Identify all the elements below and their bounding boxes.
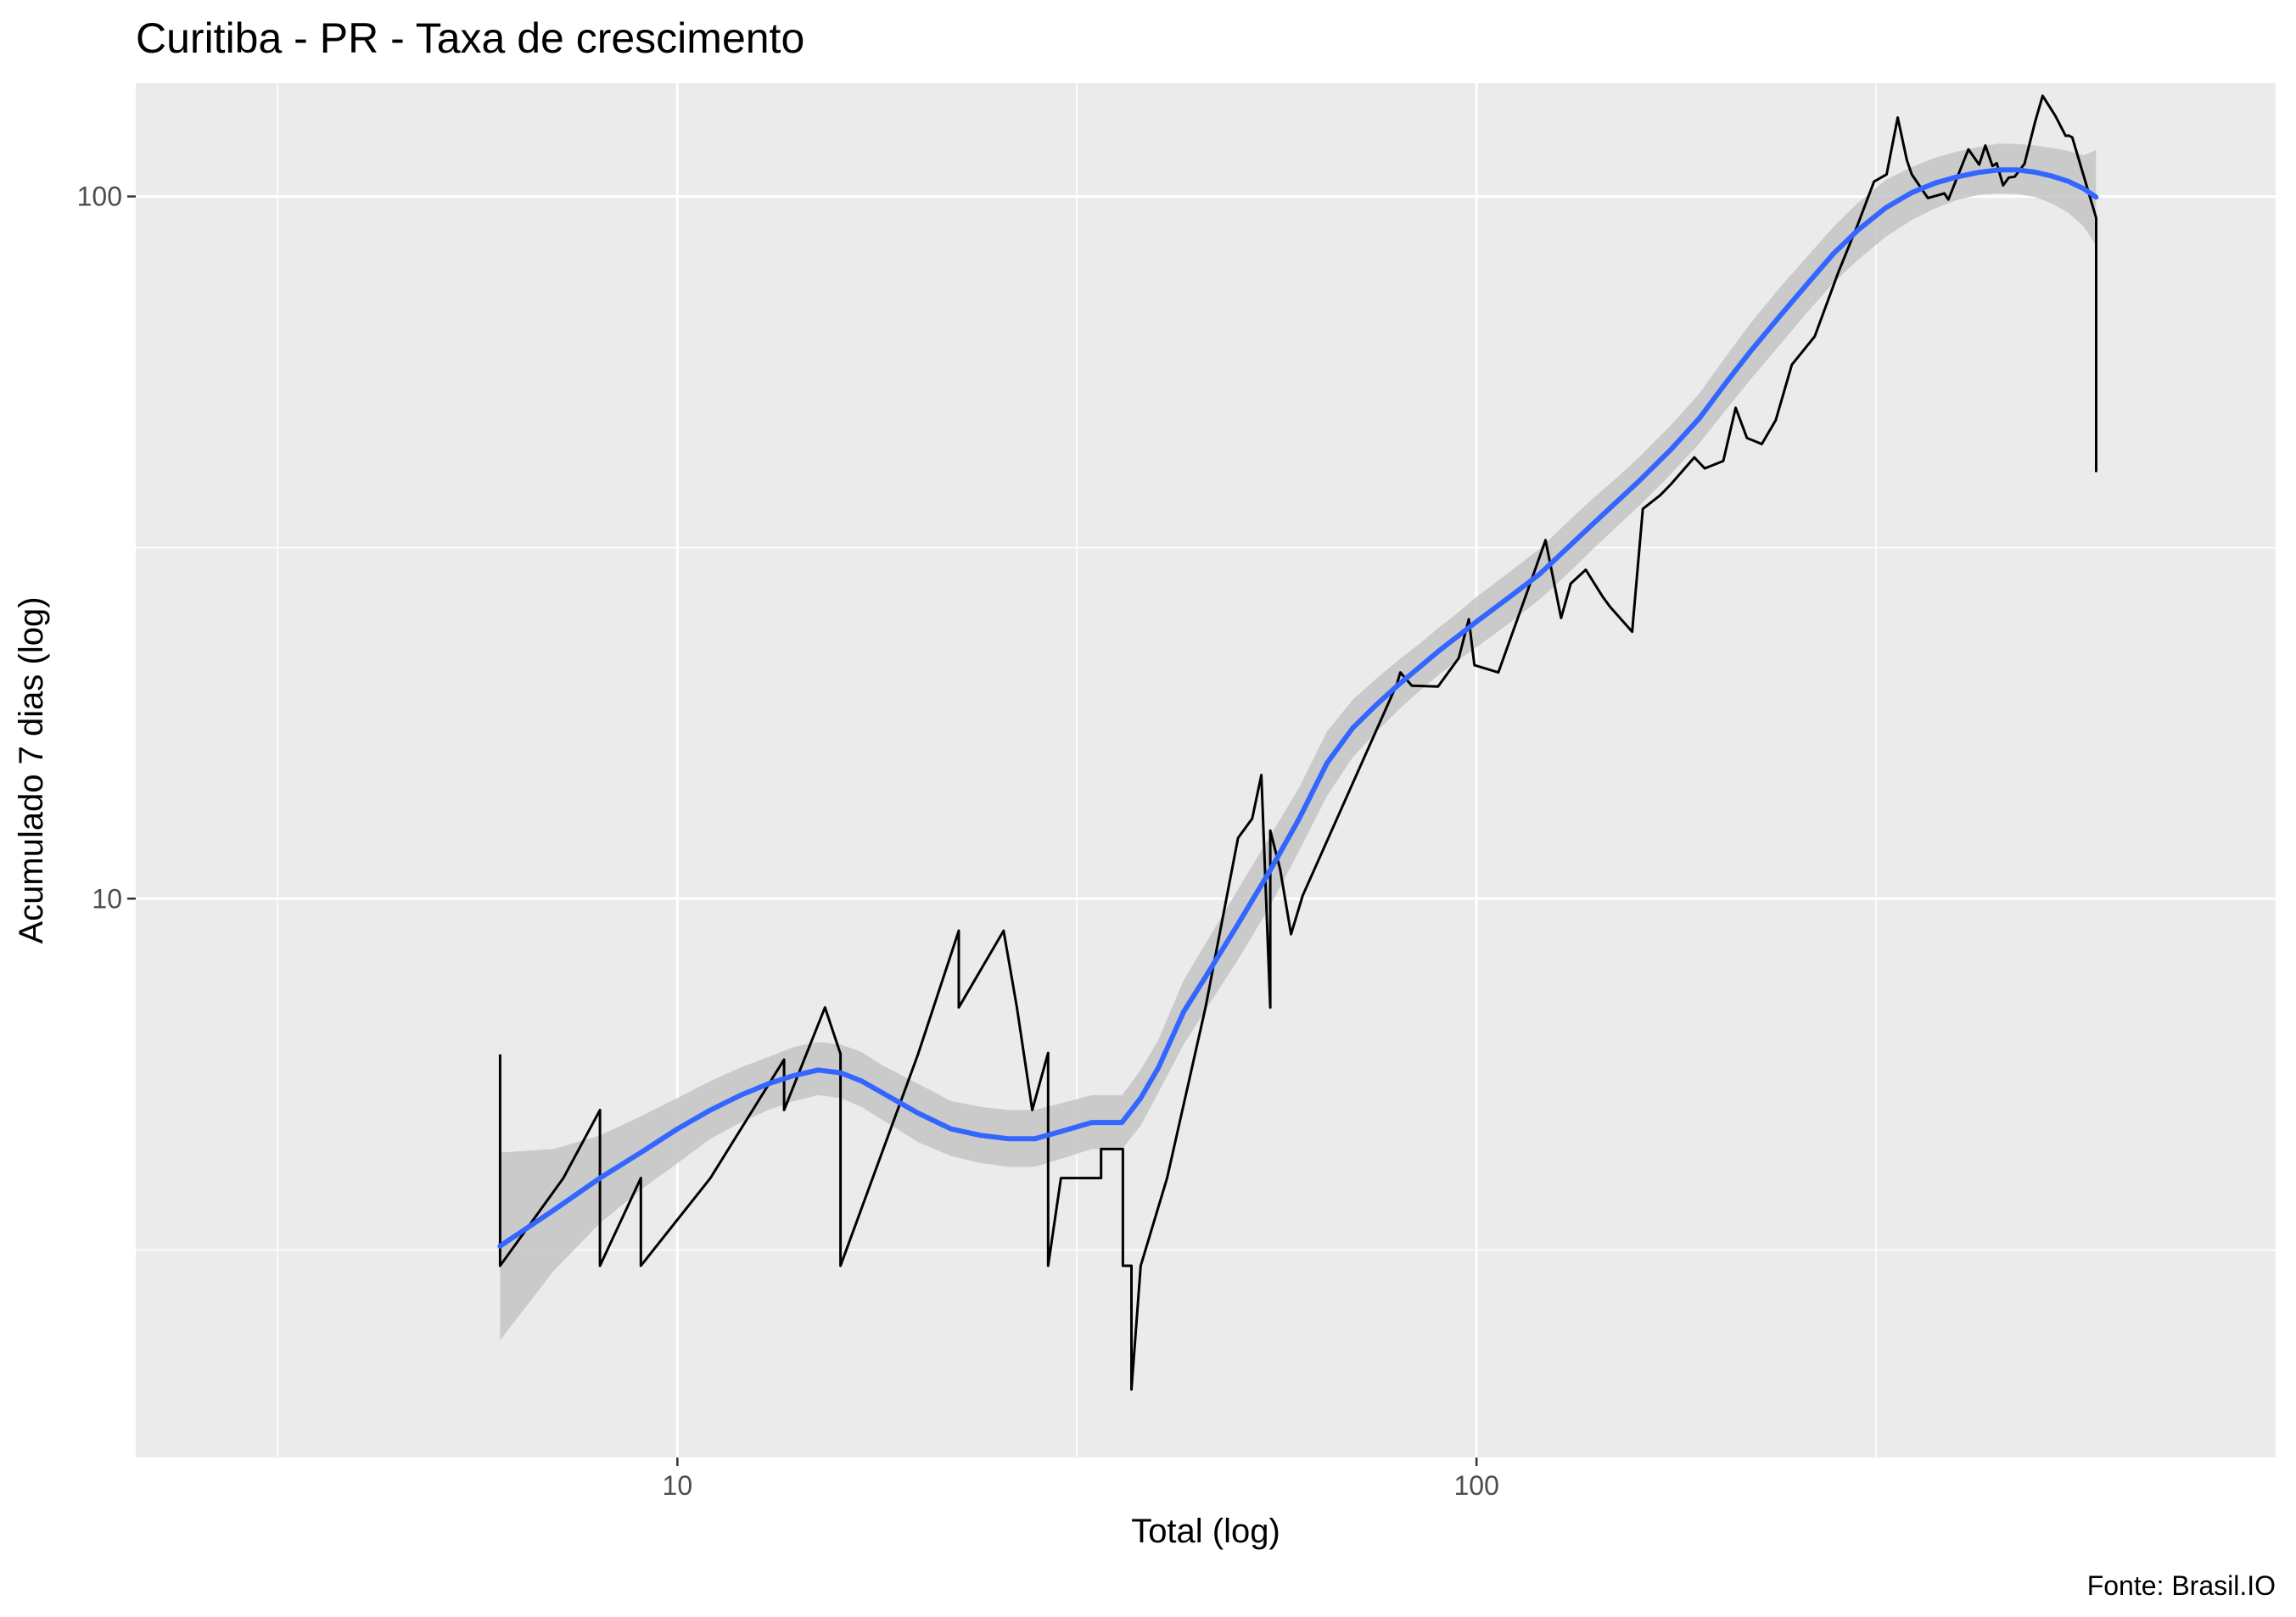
chart-title: Curitiba - PR - Taxa de crescimento <box>136 14 804 62</box>
y-axis-title: Acumulado 7 dias (log) <box>13 596 50 943</box>
caption: Fonte: Brasil.IO <box>2087 1570 2276 1601</box>
x-tick-label: 100 <box>1453 1470 1498 1501</box>
series-line-loess-fit <box>497 167 2099 1249</box>
axis-ticks <box>127 195 1478 1466</box>
y-tick-label: 100 <box>77 182 122 212</box>
tick-labels: 10 100 10 100 <box>77 182 1499 1501</box>
x-axis-title: Total (log) <box>1131 1513 1280 1550</box>
confidence-band <box>500 143 2097 1340</box>
series-line-observed <box>498 94 2097 1391</box>
minor-gridlines <box>136 83 2276 1458</box>
y-tick-label: 10 <box>92 883 122 914</box>
plot-panel <box>136 83 2276 1458</box>
x-tick-label: 10 <box>663 1470 693 1501</box>
